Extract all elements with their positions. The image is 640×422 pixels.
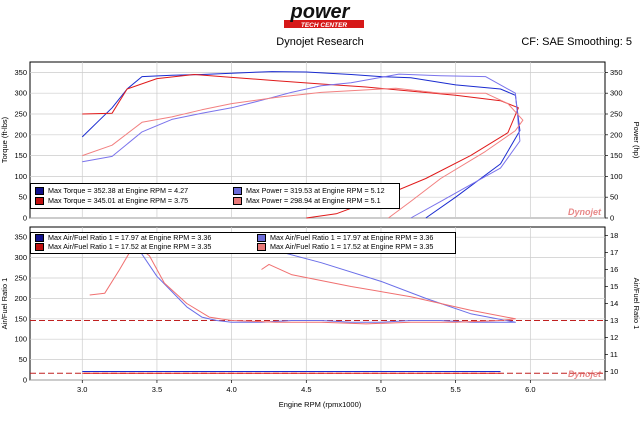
legend-swatch <box>233 187 242 196</box>
y2-tick-label: 18 <box>610 231 618 240</box>
legend-swatch <box>233 197 242 206</box>
y2-tick-label: 350 <box>610 68 623 77</box>
correction-factor-info: CF: SAE Smoothing: 5 <box>521 36 632 48</box>
y-tick-label: 0 <box>23 376 27 385</box>
legend-swatch <box>35 187 44 196</box>
legend-label: Max Power = 298.94 at Engine RPM = 5.1 <box>246 196 381 205</box>
legend-label: Max Air/Fuel Ratio 1 = 17.97 at Engine R… <box>48 233 212 242</box>
y-tick-label: 100 <box>14 172 27 181</box>
dynojet-watermark: Dynojet <box>568 369 602 379</box>
x-tick-label: 6.0 <box>525 385 535 394</box>
torque-power-series-1 <box>82 74 519 219</box>
y-axis-label: Air/Fuel Ratio 1 <box>0 278 9 330</box>
y2-tick-label: 200 <box>610 130 623 139</box>
legend-item: Max Torque = 352.38 at Engine RPM = 4.27 <box>35 186 189 196</box>
legend-label: Max Torque = 352.38 at Engine RPM = 4.27 <box>48 186 189 195</box>
y-tick-label: 200 <box>14 130 27 139</box>
legend-swatch <box>257 243 266 252</box>
power-tech-center-logo: power TECH CENTER <box>262 1 378 30</box>
legend-label: Max Air/Fuel Ratio 1 = 17.52 at Engine R… <box>270 242 434 251</box>
legend-swatch <box>35 197 44 206</box>
y2-tick-label: 0 <box>610 214 614 223</box>
x-tick-label: 3.0 <box>77 385 87 394</box>
y-axis-label: Torque (ft-lbs) <box>0 116 9 163</box>
y-tick-label: 0 <box>23 214 27 223</box>
y2-tick-label: 13 <box>610 316 618 325</box>
legend-item: Max Torque = 345.01 at Engine RPM = 3.75 <box>35 196 189 206</box>
legend-item: Max Air/Fuel Ratio 1 = 17.97 at Engine R… <box>35 233 212 243</box>
air-fuel-legend: Max Air/Fuel Ratio 1 = 17.97 at Engine R… <box>30 232 456 254</box>
y-tick-label: 350 <box>14 68 27 77</box>
x-tick-label: 4.5 <box>301 385 311 394</box>
torque-power-legend: Max Torque = 352.38 at Engine RPM = 4.27… <box>30 183 400 209</box>
y2-tick-label: 16 <box>610 265 618 274</box>
y2-tick-label: 15 <box>610 282 618 291</box>
y2-tick-label: 14 <box>610 299 618 308</box>
legend-label: Max Air/Fuel Ratio 1 = 17.52 at Engine R… <box>48 242 212 251</box>
legend-item: Max Air/Fuel Ratio 1 = 17.97 at Engine R… <box>257 233 434 243</box>
x-tick-label: 4.0 <box>226 385 236 394</box>
y2-tick-label: 17 <box>610 248 618 257</box>
y2-tick-label: 10 <box>610 367 618 376</box>
chart-subtitle: Dynojet Research <box>276 36 364 48</box>
legend-item: Max Air/Fuel Ratio 1 = 17.52 at Engine R… <box>35 242 212 252</box>
legend-label: Max Air/Fuel Ratio 1 = 17.97 at Engine R… <box>270 233 434 242</box>
x-tick-label: 3.5 <box>152 385 162 394</box>
y-tick-label: 300 <box>14 89 27 98</box>
y-tick-label: 250 <box>14 274 27 283</box>
y2-axis-label: Power (hp) <box>632 122 640 159</box>
y-tick-label: 350 <box>14 233 27 242</box>
y-tick-label: 50 <box>19 193 27 202</box>
y-tick-label: 150 <box>14 151 27 160</box>
y2-tick-label: 12 <box>610 333 618 342</box>
dynojet-watermark: Dynojet <box>568 207 602 217</box>
legend-item: Max Power = 319.53 at Engine RPM = 5.12 <box>233 186 385 196</box>
logo-main-text: power <box>290 2 351 23</box>
y2-tick-label: 100 <box>610 172 623 181</box>
x-tick-label: 5.5 <box>450 385 460 394</box>
y-tick-label: 100 <box>14 335 27 344</box>
y2-tick-label: 300 <box>610 89 623 98</box>
legend-swatch <box>35 234 44 243</box>
torque-power-series-0 <box>81 71 521 219</box>
legend-swatch <box>257 234 266 243</box>
legend-swatch <box>35 243 44 252</box>
y2-tick-label: 50 <box>610 193 618 202</box>
legend-label: Max Power = 319.53 at Engine RPM = 5.12 <box>246 186 385 195</box>
torque-power-series-2 <box>82 73 521 219</box>
y-tick-label: 300 <box>14 253 27 262</box>
x-axis-label: Engine RPM (rpmx1000) <box>278 400 362 409</box>
air-fuel-series-2 <box>112 235 516 323</box>
y2-tick-label: 11 <box>610 350 618 359</box>
logo-sub-text: TECH CENTER <box>301 22 348 29</box>
legend-label: Max Torque = 345.01 at Engine RPM = 3.75 <box>48 196 189 205</box>
y2-tick-label: 150 <box>610 151 623 160</box>
y2-tick-label: 250 <box>610 110 623 119</box>
y-tick-label: 200 <box>14 294 27 303</box>
torque-power-series-3 <box>82 87 524 219</box>
x-tick-label: 5.0 <box>376 385 386 394</box>
y-tick-label: 150 <box>14 314 27 323</box>
legend-item: Max Air/Fuel Ratio 1 = 17.52 at Engine R… <box>257 242 434 252</box>
y2-axis-label: Air/Fuel Ratio 1 <box>632 278 640 330</box>
y-tick-label: 250 <box>14 110 27 119</box>
y-tick-label: 50 <box>19 355 27 364</box>
legend-item: Max Power = 298.94 at Engine RPM = 5.1 <box>233 196 381 206</box>
